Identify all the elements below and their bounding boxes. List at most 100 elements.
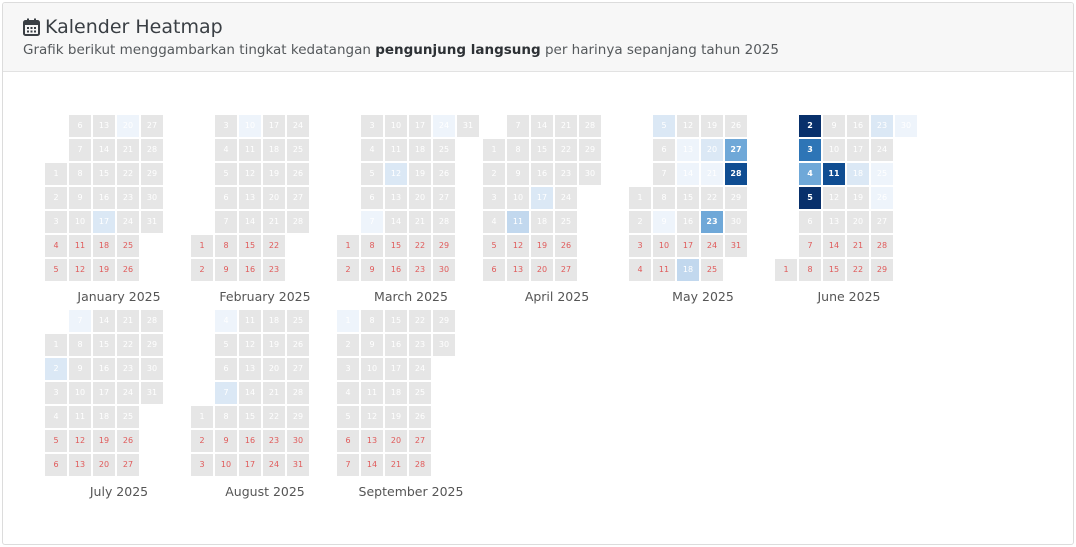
heatmap-cell[interactable]: 3 (337, 358, 359, 380)
heatmap-cell[interactable]: 31 (141, 382, 163, 404)
heatmap-cell[interactable]: 22 (555, 139, 577, 161)
heatmap-cell[interactable]: 23 (263, 430, 285, 452)
heatmap-cell[interactable]: 23 (263, 259, 285, 281)
heatmap-cell[interactable]: 18 (93, 235, 115, 257)
heatmap-cell[interactable]: 28 (871, 235, 893, 257)
heatmap-cell[interactable]: 29 (287, 406, 309, 428)
heatmap-cell[interactable]: 28 (725, 163, 747, 185)
heatmap-cell[interactable]: 30 (141, 358, 163, 380)
heatmap-cell[interactable]: 10 (215, 454, 237, 476)
heatmap-cell[interactable]: 30 (895, 115, 917, 137)
heatmap-cell[interactable]: 10 (385, 115, 407, 137)
heatmap-cell[interactable]: 25 (287, 310, 309, 332)
heatmap-cell[interactable]: 9 (507, 163, 529, 185)
heatmap-cell[interactable]: 28 (287, 382, 309, 404)
heatmap-cell[interactable]: 3 (483, 187, 505, 209)
heatmap-cell[interactable]: 25 (409, 382, 431, 404)
heatmap-cell[interactable]: 28 (141, 139, 163, 161)
heatmap-cell[interactable]: 24 (555, 187, 577, 209)
heatmap-cell[interactable]: 10 (507, 187, 529, 209)
heatmap-cell[interactable]: 13 (677, 139, 699, 161)
heatmap-cell[interactable]: 12 (69, 259, 91, 281)
heatmap-cell[interactable]: 7 (653, 163, 675, 185)
heatmap-cell[interactable]: 11 (385, 139, 407, 161)
heatmap-cell[interactable]: 6 (653, 139, 675, 161)
heatmap-cell[interactable]: 28 (579, 115, 601, 137)
heatmap-cell[interactable]: 28 (287, 211, 309, 233)
heatmap-cell[interactable]: 2 (191, 430, 213, 452)
heatmap-cell[interactable]: 17 (93, 382, 115, 404)
heatmap-cell[interactable]: 18 (677, 259, 699, 281)
heatmap-cell[interactable]: 10 (69, 382, 91, 404)
heatmap-cell[interactable]: 28 (433, 211, 455, 233)
heatmap-cell[interactable]: 9 (823, 115, 845, 137)
heatmap-cell[interactable]: 18 (409, 139, 431, 161)
heatmap-cell[interactable]: 8 (69, 163, 91, 185)
heatmap-cell[interactable]: 4 (215, 139, 237, 161)
heatmap-cell[interactable]: 4 (361, 139, 383, 161)
heatmap-cell[interactable]: 13 (69, 454, 91, 476)
heatmap-cell[interactable]: 21 (701, 163, 723, 185)
heatmap-cell[interactable]: 8 (69, 334, 91, 356)
heatmap-cell[interactable]: 23 (701, 211, 723, 233)
heatmap-cell[interactable]: 17 (531, 187, 553, 209)
heatmap-cell[interactable]: 12 (507, 235, 529, 257)
heatmap-cell[interactable]: 27 (287, 358, 309, 380)
heatmap-cell[interactable]: 16 (93, 358, 115, 380)
heatmap-cell[interactable]: 27 (287, 187, 309, 209)
heatmap-cell[interactable]: 12 (239, 334, 261, 356)
heatmap-cell[interactable]: 19 (93, 430, 115, 452)
heatmap-cell[interactable]: 16 (93, 187, 115, 209)
heatmap-cell[interactable]: 26 (409, 406, 431, 428)
heatmap-cell[interactable]: 6 (799, 211, 821, 233)
heatmap-cell[interactable]: 16 (239, 430, 261, 452)
heatmap-cell[interactable]: 5 (45, 430, 67, 452)
heatmap-cell[interactable]: 22 (847, 259, 869, 281)
heatmap-cell[interactable]: 3 (191, 454, 213, 476)
heatmap-cell[interactable]: 24 (409, 358, 431, 380)
heatmap-cell[interactable]: 30 (725, 211, 747, 233)
heatmap-cell[interactable]: 2 (799, 115, 821, 137)
heatmap-cell[interactable]: 17 (677, 235, 699, 257)
heatmap-cell[interactable]: 18 (263, 139, 285, 161)
heatmap-cell[interactable]: 9 (215, 430, 237, 452)
heatmap-cell[interactable]: 16 (239, 259, 261, 281)
heatmap-cell[interactable]: 18 (263, 310, 285, 332)
heatmap-cell[interactable]: 12 (239, 163, 261, 185)
heatmap-cell[interactable]: 17 (385, 358, 407, 380)
heatmap-cell[interactable]: 15 (823, 259, 845, 281)
heatmap-cell[interactable]: 21 (385, 454, 407, 476)
heatmap-cell[interactable]: 13 (93, 115, 115, 137)
heatmap-cell[interactable]: 6 (361, 187, 383, 209)
heatmap-cell[interactable]: 21 (263, 382, 285, 404)
heatmap-cell[interactable]: 8 (215, 235, 237, 257)
heatmap-cell[interactable]: 14 (93, 139, 115, 161)
heatmap-cell[interactable]: 2 (483, 163, 505, 185)
heatmap-cell[interactable]: 11 (653, 259, 675, 281)
heatmap-cell[interactable]: 11 (69, 406, 91, 428)
heatmap-cell[interactable]: 6 (45, 454, 67, 476)
heatmap-cell[interactable]: 12 (361, 406, 383, 428)
heatmap-cell[interactable]: 18 (531, 211, 553, 233)
heatmap-cell[interactable]: 15 (385, 235, 407, 257)
heatmap-cell[interactable]: 3 (361, 115, 383, 137)
heatmap-cell[interactable]: 27 (871, 211, 893, 233)
heatmap-cell[interactable]: 2 (337, 259, 359, 281)
heatmap-cell[interactable]: 28 (141, 310, 163, 332)
heatmap-cell[interactable]: 6 (337, 430, 359, 452)
heatmap-cell[interactable]: 16 (847, 115, 869, 137)
heatmap-cell[interactable]: 31 (725, 235, 747, 257)
heatmap-cell[interactable]: 1 (775, 259, 797, 281)
heatmap-cell[interactable]: 15 (385, 310, 407, 332)
heatmap-cell[interactable]: 27 (555, 259, 577, 281)
heatmap-cell[interactable]: 3 (45, 211, 67, 233)
heatmap-cell[interactable]: 14 (677, 163, 699, 185)
heatmap-cell[interactable]: 5 (653, 115, 675, 137)
heatmap-cell[interactable]: 22 (409, 235, 431, 257)
heatmap-cell[interactable]: 12 (69, 430, 91, 452)
heatmap-cell[interactable]: 20 (409, 187, 431, 209)
heatmap-cell[interactable]: 17 (847, 139, 869, 161)
heatmap-cell[interactable]: 7 (799, 235, 821, 257)
heatmap-cell[interactable]: 29 (141, 163, 163, 185)
heatmap-cell[interactable]: 16 (385, 259, 407, 281)
